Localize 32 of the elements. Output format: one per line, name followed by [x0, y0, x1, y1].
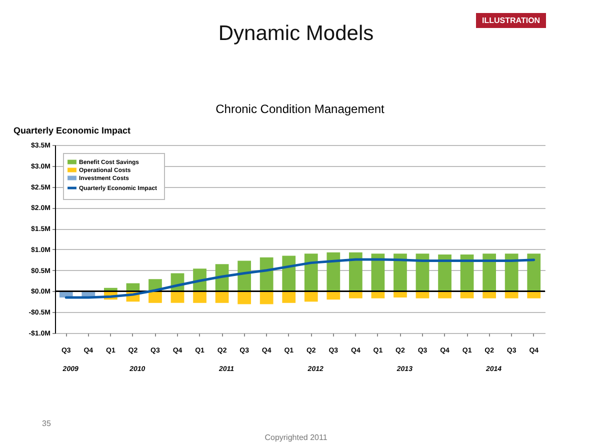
bar — [527, 291, 541, 298]
bar — [349, 252, 362, 292]
bar — [438, 254, 452, 292]
bar — [482, 254, 496, 292]
text: ILLUSTRATION — [476, 13, 546, 28]
y-axis-title: Quarterly Economic Impact — [14, 126, 131, 136]
chart-title: Dynamic Models — [218, 22, 374, 45]
bar — [482, 291, 496, 298]
bar — [260, 257, 274, 292]
bar — [260, 291, 274, 304]
bar — [326, 252, 340, 292]
bar — [394, 254, 407, 292]
bar — [170, 291, 184, 303]
bar — [527, 254, 541, 292]
bar — [504, 291, 518, 298]
bar — [304, 291, 318, 302]
bar — [438, 291, 452, 298]
bar — [148, 291, 162, 303]
bar — [215, 291, 229, 303]
bar — [504, 254, 518, 292]
text: 35 — [42, 419, 51, 428]
line-series — [64, 258, 536, 299]
bar — [238, 291, 251, 304]
text: Copyrighted 2011 — [264, 433, 328, 442]
bar — [349, 291, 362, 298]
bar — [238, 260, 251, 292]
bar — [304, 254, 318, 292]
bar — [326, 291, 340, 300]
chart-subtitle: Chronic Condition Management — [216, 102, 386, 116]
bar — [282, 256, 296, 292]
bar — [282, 291, 296, 303]
bar — [193, 291, 206, 303]
